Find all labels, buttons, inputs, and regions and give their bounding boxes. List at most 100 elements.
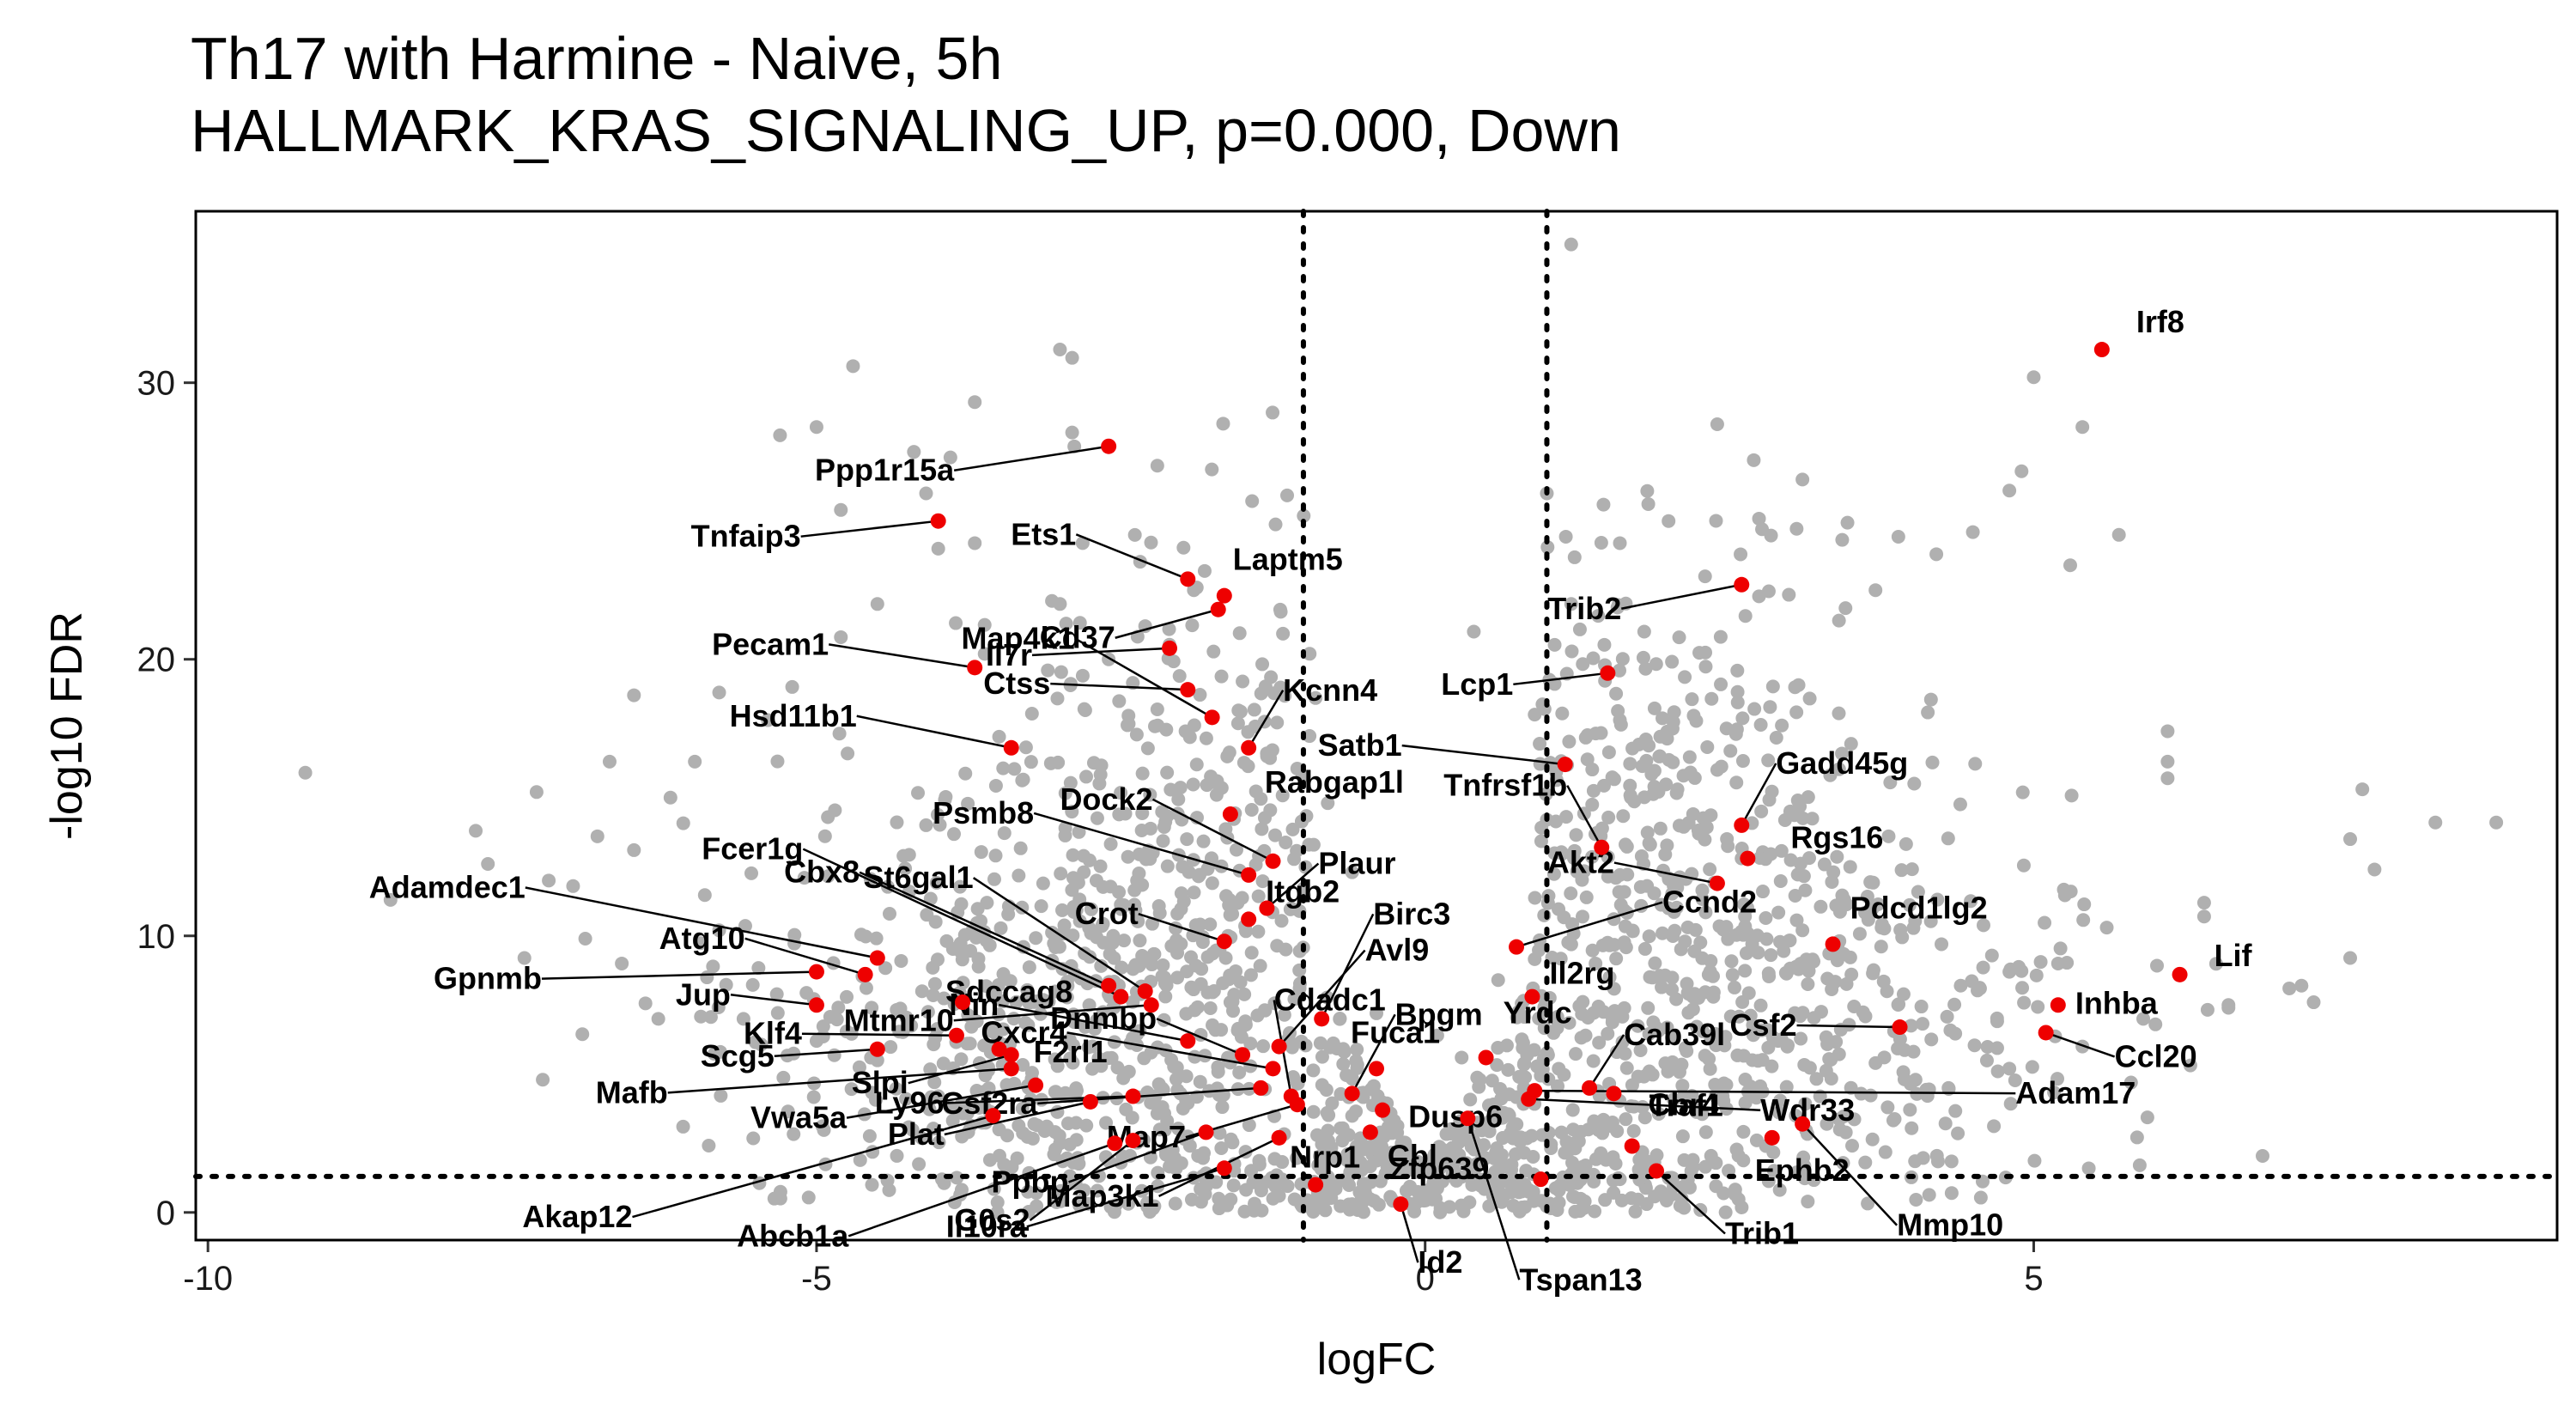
- gene-point: [1948, 1026, 1963, 1041]
- gene-point: [1255, 822, 1269, 836]
- gene-label: Csf2: [1730, 1007, 1797, 1043]
- gene-point: [1565, 1155, 1580, 1170]
- gene-point: [1546, 867, 1561, 881]
- gene-point: [1193, 917, 1207, 932]
- gene-point: [1835, 532, 1850, 547]
- gene-point: [1350, 1058, 1364, 1073]
- gene-point: [1345, 1152, 1359, 1166]
- gene-point: [1653, 821, 1668, 836]
- gene-point: [1085, 1061, 1100, 1076]
- gene-point: [932, 1135, 946, 1150]
- gene-point: [992, 1148, 1006, 1163]
- gene-point: [1801, 964, 1816, 978]
- highlighted-gene-point: [1393, 1196, 1409, 1213]
- gene-point: [1738, 1096, 1753, 1110]
- gene-point: [770, 1006, 785, 1020]
- gene-point: [1107, 1035, 1121, 1049]
- gene-point: [627, 688, 641, 702]
- gene-point: [1494, 1110, 1509, 1125]
- gene-point: [712, 685, 726, 700]
- gene-point: [1103, 836, 1118, 851]
- highlighted-gene-point: [1241, 911, 1257, 927]
- gene-point: [797, 871, 811, 885]
- gene-label: Birc3: [1373, 896, 1450, 931]
- gene-point: [1242, 1118, 1256, 1133]
- gene-point: [1185, 618, 1200, 633]
- gene-point: [1280, 1179, 1295, 1194]
- gene-point: [1115, 960, 1129, 975]
- highlighted-gene-point: [1253, 1079, 1269, 1096]
- gene-point: [868, 1092, 883, 1107]
- gene-point: [1930, 1154, 1945, 1169]
- gene-label: Gpnmb: [434, 961, 542, 996]
- label-connector: [541, 970, 817, 980]
- gene-point: [1187, 718, 1201, 733]
- gene-point: [1914, 1000, 1929, 1014]
- gene-point: [1160, 765, 1175, 780]
- highlighted-gene-point: [1265, 853, 1281, 869]
- gene-point: [1829, 898, 1844, 913]
- gene-point: [1880, 984, 1894, 999]
- gene-point: [1736, 1049, 1751, 1063]
- gene-point: [985, 1025, 999, 1039]
- gene-point: [914, 984, 929, 999]
- gene-point: [773, 428, 787, 442]
- gene-label: Vwa5a: [750, 1100, 848, 1135]
- gene-point: [945, 1114, 960, 1128]
- gene-point: [1820, 1116, 1834, 1131]
- gene-point: [1048, 1052, 1062, 1067]
- gene-point: [1251, 924, 1266, 939]
- gene-point: [1215, 1100, 1230, 1115]
- label-connector: [848, 1142, 1115, 1238]
- gene-point: [1761, 966, 1776, 981]
- label-connector: [1050, 682, 1188, 691]
- gene-point: [751, 961, 766, 976]
- gene-label: Pdcd1lg2: [1850, 890, 1988, 925]
- gene-point: [1746, 1018, 1760, 1032]
- gene-point: [1953, 797, 1967, 812]
- gene-point: [878, 961, 893, 976]
- gene-point: [1168, 1196, 1182, 1211]
- gene-point: [1880, 1100, 1895, 1115]
- gene-point: [1238, 1014, 1253, 1029]
- gene-point: [736, 1012, 750, 1026]
- gene-point: [1597, 1115, 1612, 1129]
- gene-point: [1858, 1009, 1873, 1024]
- gene-point: [1488, 1171, 1503, 1185]
- gene-point: [1244, 803, 1259, 818]
- gene-point: [1066, 848, 1080, 862]
- gene-point: [1616, 809, 1631, 824]
- gene-point: [1764, 528, 1778, 543]
- label-connector: [1516, 901, 1663, 948]
- gene-point: [1476, 1138, 1491, 1152]
- gene-point: [1203, 1000, 1218, 1015]
- gene-point: [1054, 665, 1068, 679]
- gene-point: [841, 746, 855, 761]
- gene-point: [1642, 739, 1656, 753]
- gene-point: [1660, 1020, 1674, 1035]
- gene-point: [1847, 1112, 1862, 1127]
- label-connector: [944, 1095, 1133, 1104]
- gene-point: [1121, 849, 1135, 864]
- gene-point: [1789, 521, 1804, 536]
- gene-point: [1730, 695, 1745, 709]
- gene-point: [1091, 1051, 1106, 1066]
- gene-point: [1455, 1050, 1469, 1065]
- highlighted-gene-point: [869, 950, 885, 966]
- gene-point: [1703, 862, 1717, 877]
- gene-point: [2196, 909, 2211, 924]
- gene-point: [1637, 624, 1651, 639]
- gene-label: Slpi: [852, 1065, 908, 1100]
- gene-label: Hsd11b1: [730, 698, 857, 733]
- highlighted-gene-point: [1101, 977, 1117, 994]
- gene-point: [1645, 970, 1660, 985]
- gene-point: [1591, 609, 1606, 623]
- gene-point: [1833, 1022, 1848, 1037]
- gene-point: [816, 1030, 830, 1044]
- gene-point: [1572, 622, 1587, 636]
- gene-point: [1196, 1151, 1211, 1165]
- gene-point: [890, 815, 904, 830]
- y-tick-label: 10: [137, 918, 176, 956]
- gene-point: [846, 359, 860, 374]
- gene-point: [2123, 1075, 2138, 1090]
